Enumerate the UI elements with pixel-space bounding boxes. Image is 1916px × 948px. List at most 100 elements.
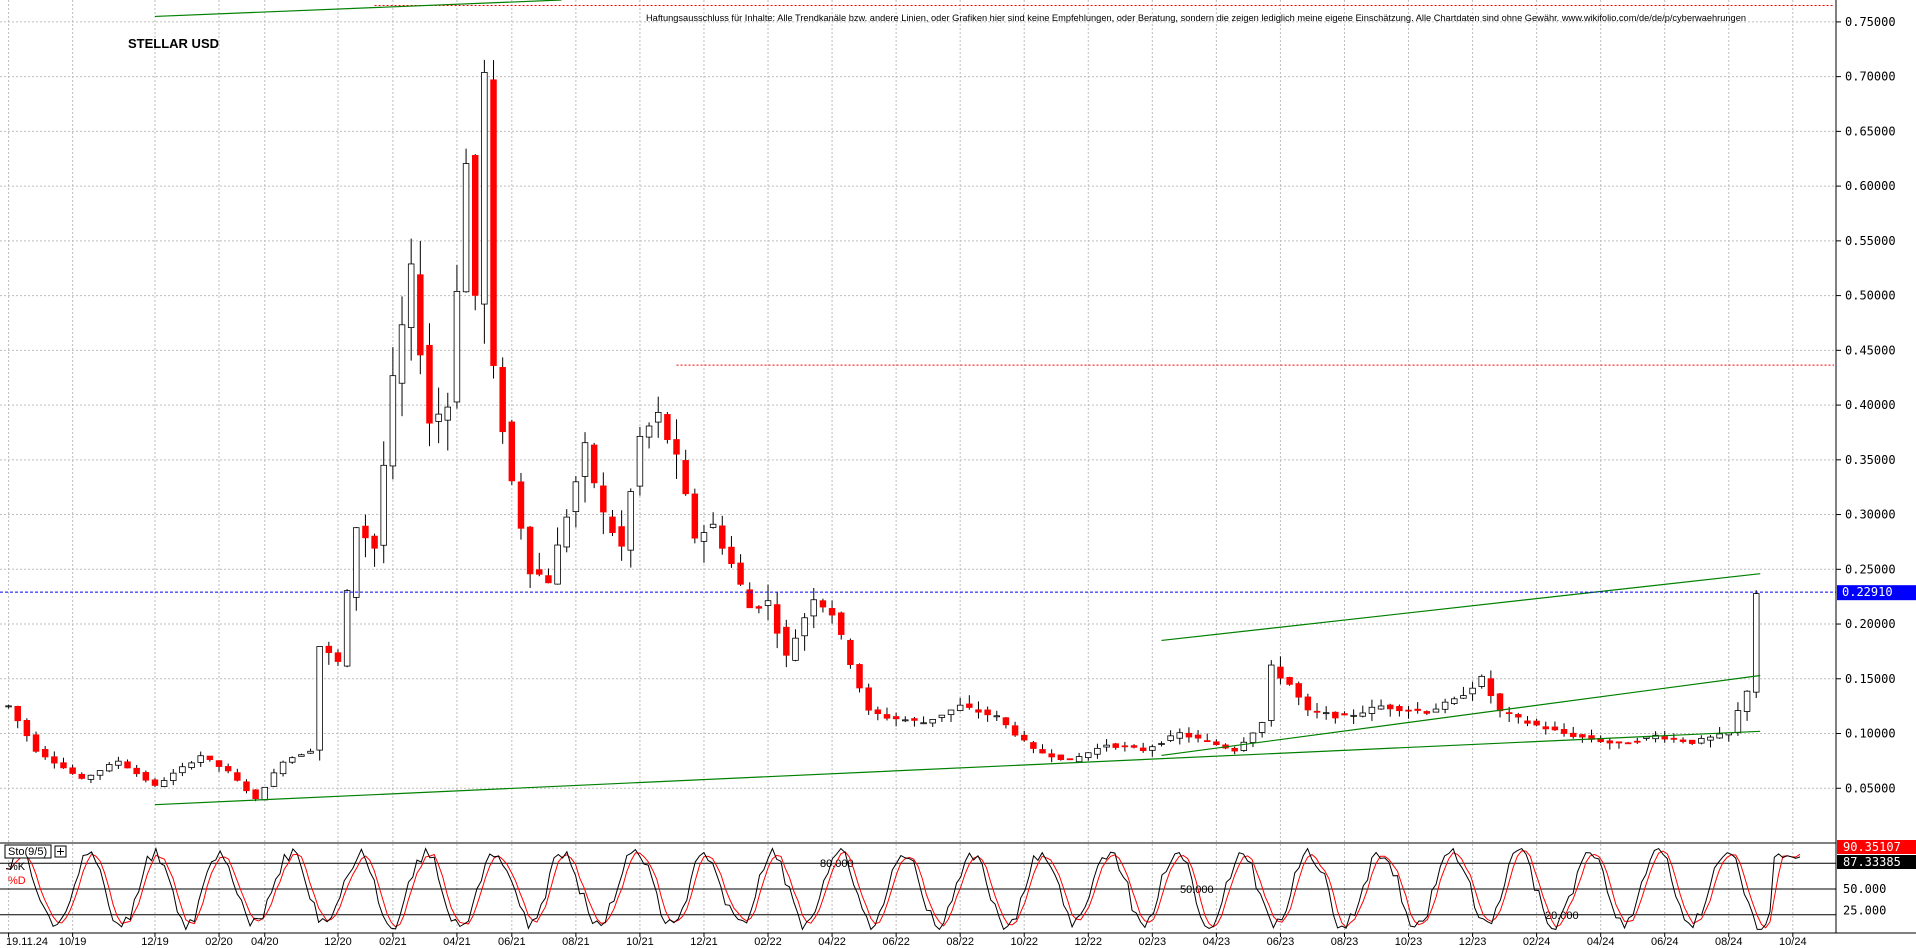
candle <box>1075 752 1083 763</box>
candle <box>261 786 269 801</box>
candle <box>133 764 140 777</box>
candle <box>1121 741 1129 752</box>
candle <box>1020 730 1028 742</box>
candle <box>362 514 369 558</box>
candle <box>700 525 708 563</box>
candle <box>1652 731 1659 743</box>
candle <box>1496 692 1504 718</box>
candle <box>764 584 772 621</box>
candle <box>471 154 479 311</box>
candle <box>1414 702 1421 714</box>
time-tick-label: 08/21 <box>562 936 590 948</box>
candle <box>1734 702 1742 736</box>
candle <box>380 441 387 564</box>
candle <box>737 554 744 586</box>
candles <box>5 59 1760 802</box>
candle <box>444 392 452 451</box>
candle <box>1130 744 1138 749</box>
candle <box>709 512 717 529</box>
candle <box>105 761 113 773</box>
candle <box>682 449 689 496</box>
time-tick-label: 10/23 <box>1395 936 1423 948</box>
candle <box>1258 721 1266 738</box>
candle <box>572 475 580 528</box>
time-tick-label: 06/24 <box>1651 936 1679 948</box>
candle <box>1103 739 1110 752</box>
candle <box>508 419 516 485</box>
chart-title: STELLAR USD <box>128 36 219 51</box>
candle <box>618 510 625 561</box>
candle <box>234 768 241 782</box>
candle <box>1359 705 1367 718</box>
svg-text:0.22910: 0.22910 <box>1842 585 1893 599</box>
candle <box>1551 721 1559 731</box>
candle <box>1112 742 1119 750</box>
candle <box>536 552 543 577</box>
candle <box>1332 711 1339 724</box>
candle <box>1377 699 1385 710</box>
candle <box>353 527 360 611</box>
candle <box>691 488 699 544</box>
candle <box>1487 670 1495 704</box>
time-tick-label: 12/22 <box>1075 936 1103 948</box>
time-tick-label: 10/19 <box>59 936 87 948</box>
candle <box>499 357 506 444</box>
candle <box>645 422 653 449</box>
candle <box>1460 686 1467 699</box>
candle <box>755 605 763 614</box>
candle <box>947 709 955 722</box>
time-tick-label: 04/20 <box>251 936 279 948</box>
candle <box>837 611 845 640</box>
plus-icon[interactable] <box>54 845 67 858</box>
candle <box>993 710 1001 722</box>
candle <box>1341 711 1348 716</box>
candle <box>746 582 753 609</box>
candle <box>1688 739 1696 746</box>
candle <box>911 716 918 727</box>
candle <box>1194 730 1202 743</box>
time-tick-label: 10/21 <box>626 936 654 948</box>
candle <box>1743 690 1751 721</box>
candle <box>892 712 900 727</box>
candle <box>1423 710 1431 716</box>
candle <box>1286 676 1293 686</box>
trendline <box>154 730 1761 806</box>
candle <box>206 755 214 762</box>
candle <box>41 745 49 760</box>
candle <box>1725 732 1733 742</box>
trendlines <box>154 0 1761 806</box>
candle <box>1139 742 1147 753</box>
candle <box>426 323 433 447</box>
candle <box>371 533 378 567</box>
candle <box>1057 754 1065 761</box>
candle <box>1588 729 1595 743</box>
stochastic-level-label: 20.000 <box>1545 910 1579 922</box>
candle <box>728 536 735 568</box>
candle <box>883 707 891 721</box>
candle <box>1231 746 1238 755</box>
candle <box>920 716 927 725</box>
candle <box>115 756 122 769</box>
candle <box>874 706 882 721</box>
candle <box>1030 741 1037 754</box>
candle <box>142 770 150 783</box>
candle <box>1624 741 1632 745</box>
candle <box>14 705 21 729</box>
time-tick-label: 04/21 <box>443 936 471 948</box>
time-tick-label: 19.11.24 <box>6 936 48 948</box>
candle <box>801 613 808 651</box>
candle <box>1615 741 1623 749</box>
price-tick-label: 0.20000 <box>1845 617 1896 631</box>
time-tick-label: 12/20 <box>324 936 352 948</box>
candle <box>1478 674 1485 689</box>
time-tick-label: 04/23 <box>1203 936 1231 948</box>
stoch-tick-50: 50.000 <box>1843 882 1886 896</box>
candle <box>1185 727 1193 743</box>
candle <box>179 762 186 777</box>
candle <box>215 760 223 772</box>
candle <box>252 789 259 802</box>
candle <box>435 387 442 444</box>
candle <box>590 442 598 489</box>
candle <box>1350 709 1357 725</box>
